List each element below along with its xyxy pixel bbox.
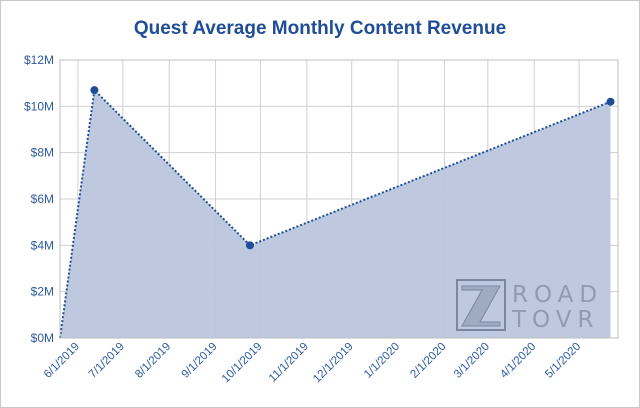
data-point: [245, 241, 254, 250]
x-tick-label: 1/1/2020: [362, 341, 402, 381]
watermark-logo-shape: [461, 285, 501, 327]
watermark-logo-icon: [456, 279, 506, 331]
series-area: [59, 86, 615, 339]
x-tick-label: 11/1/2019: [267, 341, 311, 385]
data-point: [90, 86, 99, 95]
x-tick-label: 7/1/2019: [87, 341, 127, 381]
x-tick-label: 3/1/2020: [452, 341, 492, 381]
area-fill: [60, 90, 611, 338]
y-axis-ticks: $0M $2M $4M $6M $8M $10M $12M: [24, 53, 54, 345]
roadtovr-watermark: ROAD TOVR: [456, 279, 603, 333]
watermark-line1: ROAD: [512, 282, 603, 308]
x-tick-label: 6/1/2019: [42, 341, 82, 381]
x-tick-label: 9/1/2019: [180, 341, 220, 381]
y-tick-label: $12M: [24, 53, 54, 67]
x-tick-label: 4/1/2020: [498, 341, 538, 381]
y-tick-label: $4M: [31, 238, 54, 252]
plot-border: [59, 59, 619, 339]
data-point: [606, 97, 615, 106]
axes: [59, 59, 619, 339]
x-tick-label: 8/1/2019: [133, 341, 173, 381]
x-tick-label: 5/1/2020: [543, 341, 583, 381]
x-tick-label: 2/1/2020: [408, 341, 448, 381]
y-tick-label: $0M: [31, 331, 54, 345]
watermark-line2: TOVR: [511, 307, 599, 333]
y-tick-label: $8M: [31, 146, 54, 160]
x-tick-label: 12/1/2019: [311, 341, 356, 386]
x-axis-ticks: 6/1/2019 7/1/2019 8/1/2019 9/1/2019 10/1/201…: [42, 341, 583, 386]
y-tick-label: $6M: [31, 192, 54, 206]
series-line: [59, 87, 611, 339]
y-tick-label: $2M: [31, 285, 54, 299]
x-tick-label: 10/1/2019: [220, 341, 265, 386]
y-tick-label: $10M: [24, 99, 54, 113]
chart-title: Quest Average Monthly Content Revenue: [133, 18, 507, 39]
